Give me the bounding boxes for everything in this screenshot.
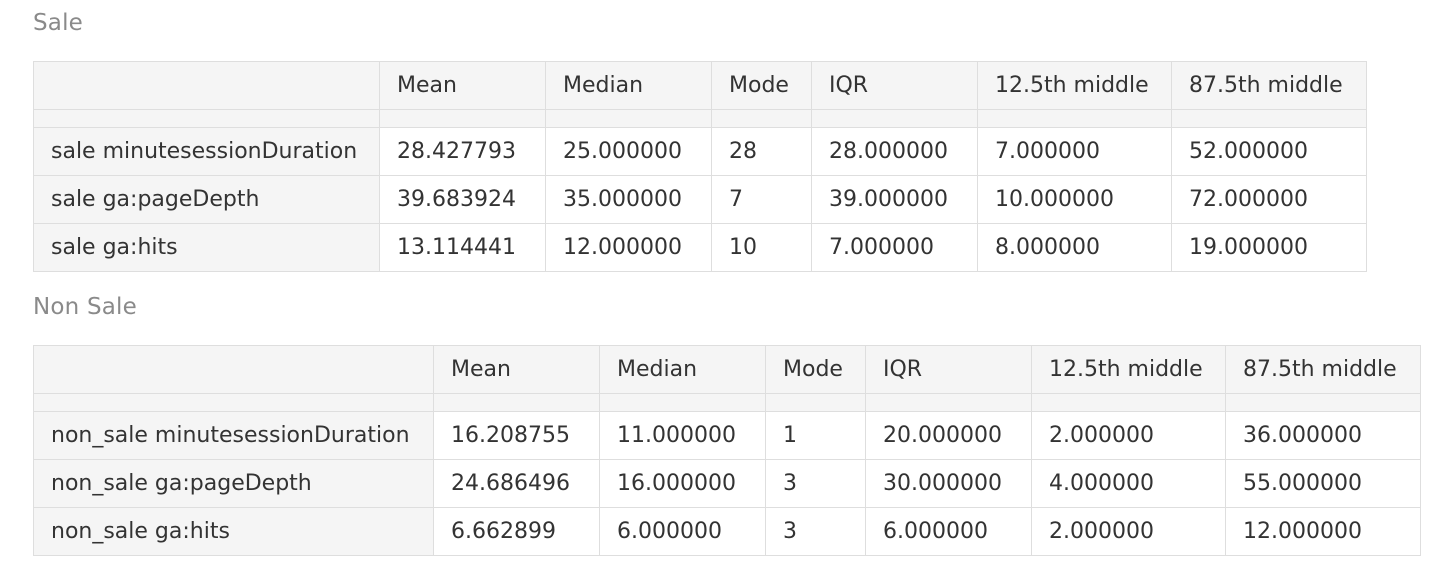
table-row: non_sale ga:hits 6.662899 6.000000 3 6.0… — [33, 507, 1421, 556]
table-header-spacer-row — [33, 109, 1367, 128]
12-5th-middle-cell: 10.000000 — [977, 175, 1172, 224]
12-5th-middle-cell: 7.000000 — [977, 127, 1172, 176]
87-5th-middle-cell: 19.000000 — [1171, 223, 1367, 272]
column-header-median: Median — [599, 345, 766, 394]
12-5th-middle-cell: 2.000000 — [1031, 411, 1226, 460]
table-row: non_sale ga:pageDepth 24.686496 16.00000… — [33, 459, 1421, 508]
mode-cell: 10 — [711, 223, 812, 272]
row-label: non_sale minutesessionDuration — [33, 411, 434, 460]
mean-cell: 28.427793 — [379, 127, 546, 176]
header-spacer-cell — [977, 109, 1172, 128]
column-header-median: Median — [545, 61, 712, 110]
column-header-iqr: IQR — [865, 345, 1032, 394]
mode-cell: 28 — [711, 127, 812, 176]
table-row: sale ga:pageDepth 39.683924 35.000000 7 … — [33, 175, 1367, 224]
87-5th-middle-cell: 12.000000 — [1225, 507, 1421, 556]
row-label: non_sale ga:pageDepth — [33, 459, 434, 508]
mode-cell: 3 — [765, 459, 866, 508]
iqr-cell: 20.000000 — [865, 411, 1032, 460]
mode-cell: 1 — [765, 411, 866, 460]
table-row: non_sale minutesessionDuration 16.208755… — [33, 411, 1421, 460]
column-header-mode: Mode — [711, 61, 812, 110]
mode-cell: 7 — [711, 175, 812, 224]
header-spacer-cell — [33, 109, 380, 128]
header-spacer-cell — [33, 393, 434, 412]
median-cell: 6.000000 — [599, 507, 766, 556]
iqr-cell: 28.000000 — [811, 127, 978, 176]
header-spacer-cell — [1225, 393, 1421, 412]
header-spacer-cell — [711, 109, 812, 128]
header-spacer-cell — [599, 393, 766, 412]
median-cell: 11.000000 — [599, 411, 766, 460]
header-spacer-cell — [379, 109, 546, 128]
row-label: sale ga:hits — [33, 223, 380, 272]
iqr-cell: 39.000000 — [811, 175, 978, 224]
column-header-mode: Mode — [765, 345, 866, 394]
12-5th-middle-cell: 4.000000 — [1031, 459, 1226, 508]
header-spacer-cell — [1171, 109, 1367, 128]
table-header-spacer-row — [33, 393, 1421, 412]
header-spacer-cell — [545, 109, 712, 128]
row-label: non_sale ga:hits — [33, 507, 434, 556]
median-cell: 16.000000 — [599, 459, 766, 508]
iqr-cell: 7.000000 — [811, 223, 978, 272]
header-spacer-cell — [865, 393, 1032, 412]
row-label: sale ga:pageDepth — [33, 175, 380, 224]
column-header-87-5th-middle: 87.5th middle — [1225, 345, 1421, 394]
mean-cell: 6.662899 — [433, 507, 600, 556]
12-5th-middle-cell: 2.000000 — [1031, 507, 1226, 556]
87-5th-middle-cell: 72.000000 — [1171, 175, 1367, 224]
87-5th-middle-cell: 52.000000 — [1171, 127, 1367, 176]
table-row: sale minutesessionDuration 28.427793 25.… — [33, 127, 1367, 176]
iqr-cell: 6.000000 — [865, 507, 1032, 556]
column-header-index — [33, 61, 380, 110]
median-cell: 25.000000 — [545, 127, 712, 176]
header-spacer-cell — [433, 393, 600, 412]
header-spacer-cell — [811, 109, 978, 128]
section-title-non-sale: Non Sale — [33, 294, 137, 320]
12-5th-middle-cell: 8.000000 — [977, 223, 1172, 272]
table-header-row: Mean Median Mode IQR 12.5th middle 87.5t… — [33, 345, 1421, 394]
sale-stats-table: Mean Median Mode IQR 12.5th middle 87.5t… — [33, 61, 1367, 272]
column-header-mean: Mean — [379, 61, 546, 110]
87-5th-middle-cell: 55.000000 — [1225, 459, 1421, 508]
section-title-sale: Sale — [33, 10, 84, 36]
mean-cell: 39.683924 — [379, 175, 546, 224]
column-header-12-5th-middle: 12.5th middle — [977, 61, 1172, 110]
header-spacer-cell — [1031, 393, 1226, 412]
column-header-index — [33, 345, 434, 394]
column-header-12-5th-middle: 12.5th middle — [1031, 345, 1226, 394]
non-sale-stats-table: Mean Median Mode IQR 12.5th middle 87.5t… — [33, 345, 1421, 556]
mean-cell: 16.208755 — [433, 411, 600, 460]
column-header-87-5th-middle: 87.5th middle — [1171, 61, 1367, 110]
table-header-row: Mean Median Mode IQR 12.5th middle 87.5t… — [33, 61, 1367, 110]
mean-cell: 24.686496 — [433, 459, 600, 508]
87-5th-middle-cell: 36.000000 — [1225, 411, 1421, 460]
mode-cell: 3 — [765, 507, 866, 556]
iqr-cell: 30.000000 — [865, 459, 1032, 508]
mean-cell: 13.114441 — [379, 223, 546, 272]
header-spacer-cell — [765, 393, 866, 412]
column-header-iqr: IQR — [811, 61, 978, 110]
column-header-mean: Mean — [433, 345, 600, 394]
table-row: sale ga:hits 13.114441 12.000000 10 7.00… — [33, 223, 1367, 272]
row-label: sale minutesessionDuration — [33, 127, 380, 176]
median-cell: 35.000000 — [545, 175, 712, 224]
median-cell: 12.000000 — [545, 223, 712, 272]
